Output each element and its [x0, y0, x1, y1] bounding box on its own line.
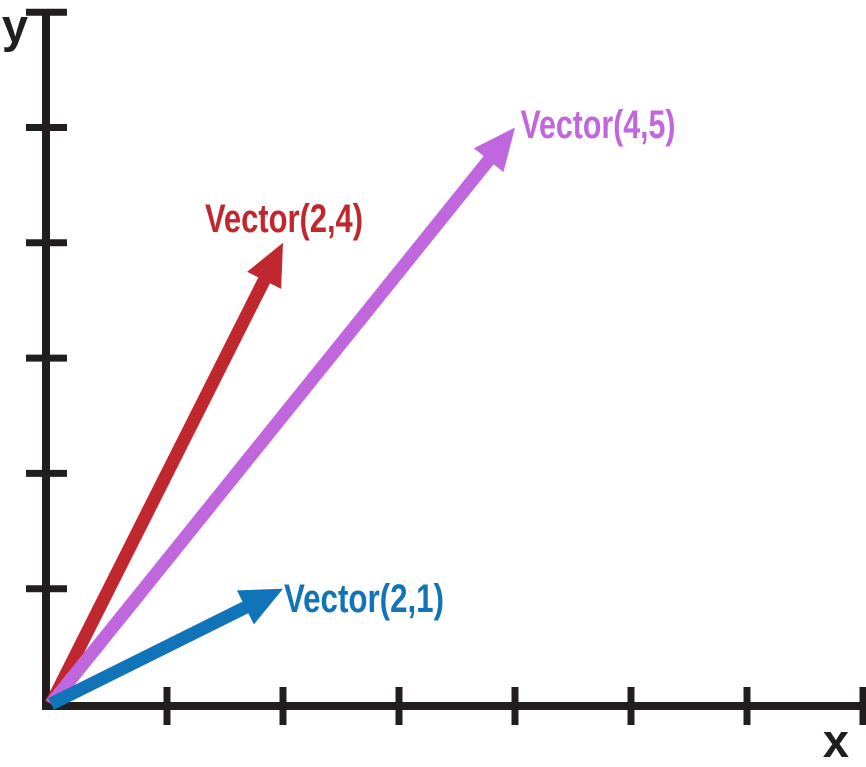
x-axis-ticks	[163, 687, 866, 725]
x-axis-label: x	[823, 714, 849, 767]
vector-4-5-arrowhead-icon	[473, 127, 515, 173]
vectors-layer: Vector(2,4) Vector(4,5) Vector(2,1)	[45, 103, 676, 710]
y-axis-label: y	[2, 0, 28, 52]
vector-2-1: Vector(2,1)	[48, 577, 444, 710]
vector-4-5-shaft	[45, 149, 499, 709]
vector-4-5: Vector(4,5)	[45, 103, 676, 709]
vector-2-1-label: Vector(2,1)	[284, 577, 444, 621]
vector-2-4-arrowhead-icon	[247, 242, 283, 289]
y-axis-ticks	[26, 8, 67, 593]
vector-2-1-shaft	[48, 598, 256, 710]
vector-4-5-label: Vector(4,5)	[521, 103, 676, 147]
vector-2-4-label: Vector(2,4)	[205, 197, 363, 241]
vector-2-4: Vector(2,4)	[45, 197, 363, 707]
vector-2-1-arrowhead-icon	[236, 588, 283, 625]
vector-2-4-shaft	[45, 270, 274, 707]
